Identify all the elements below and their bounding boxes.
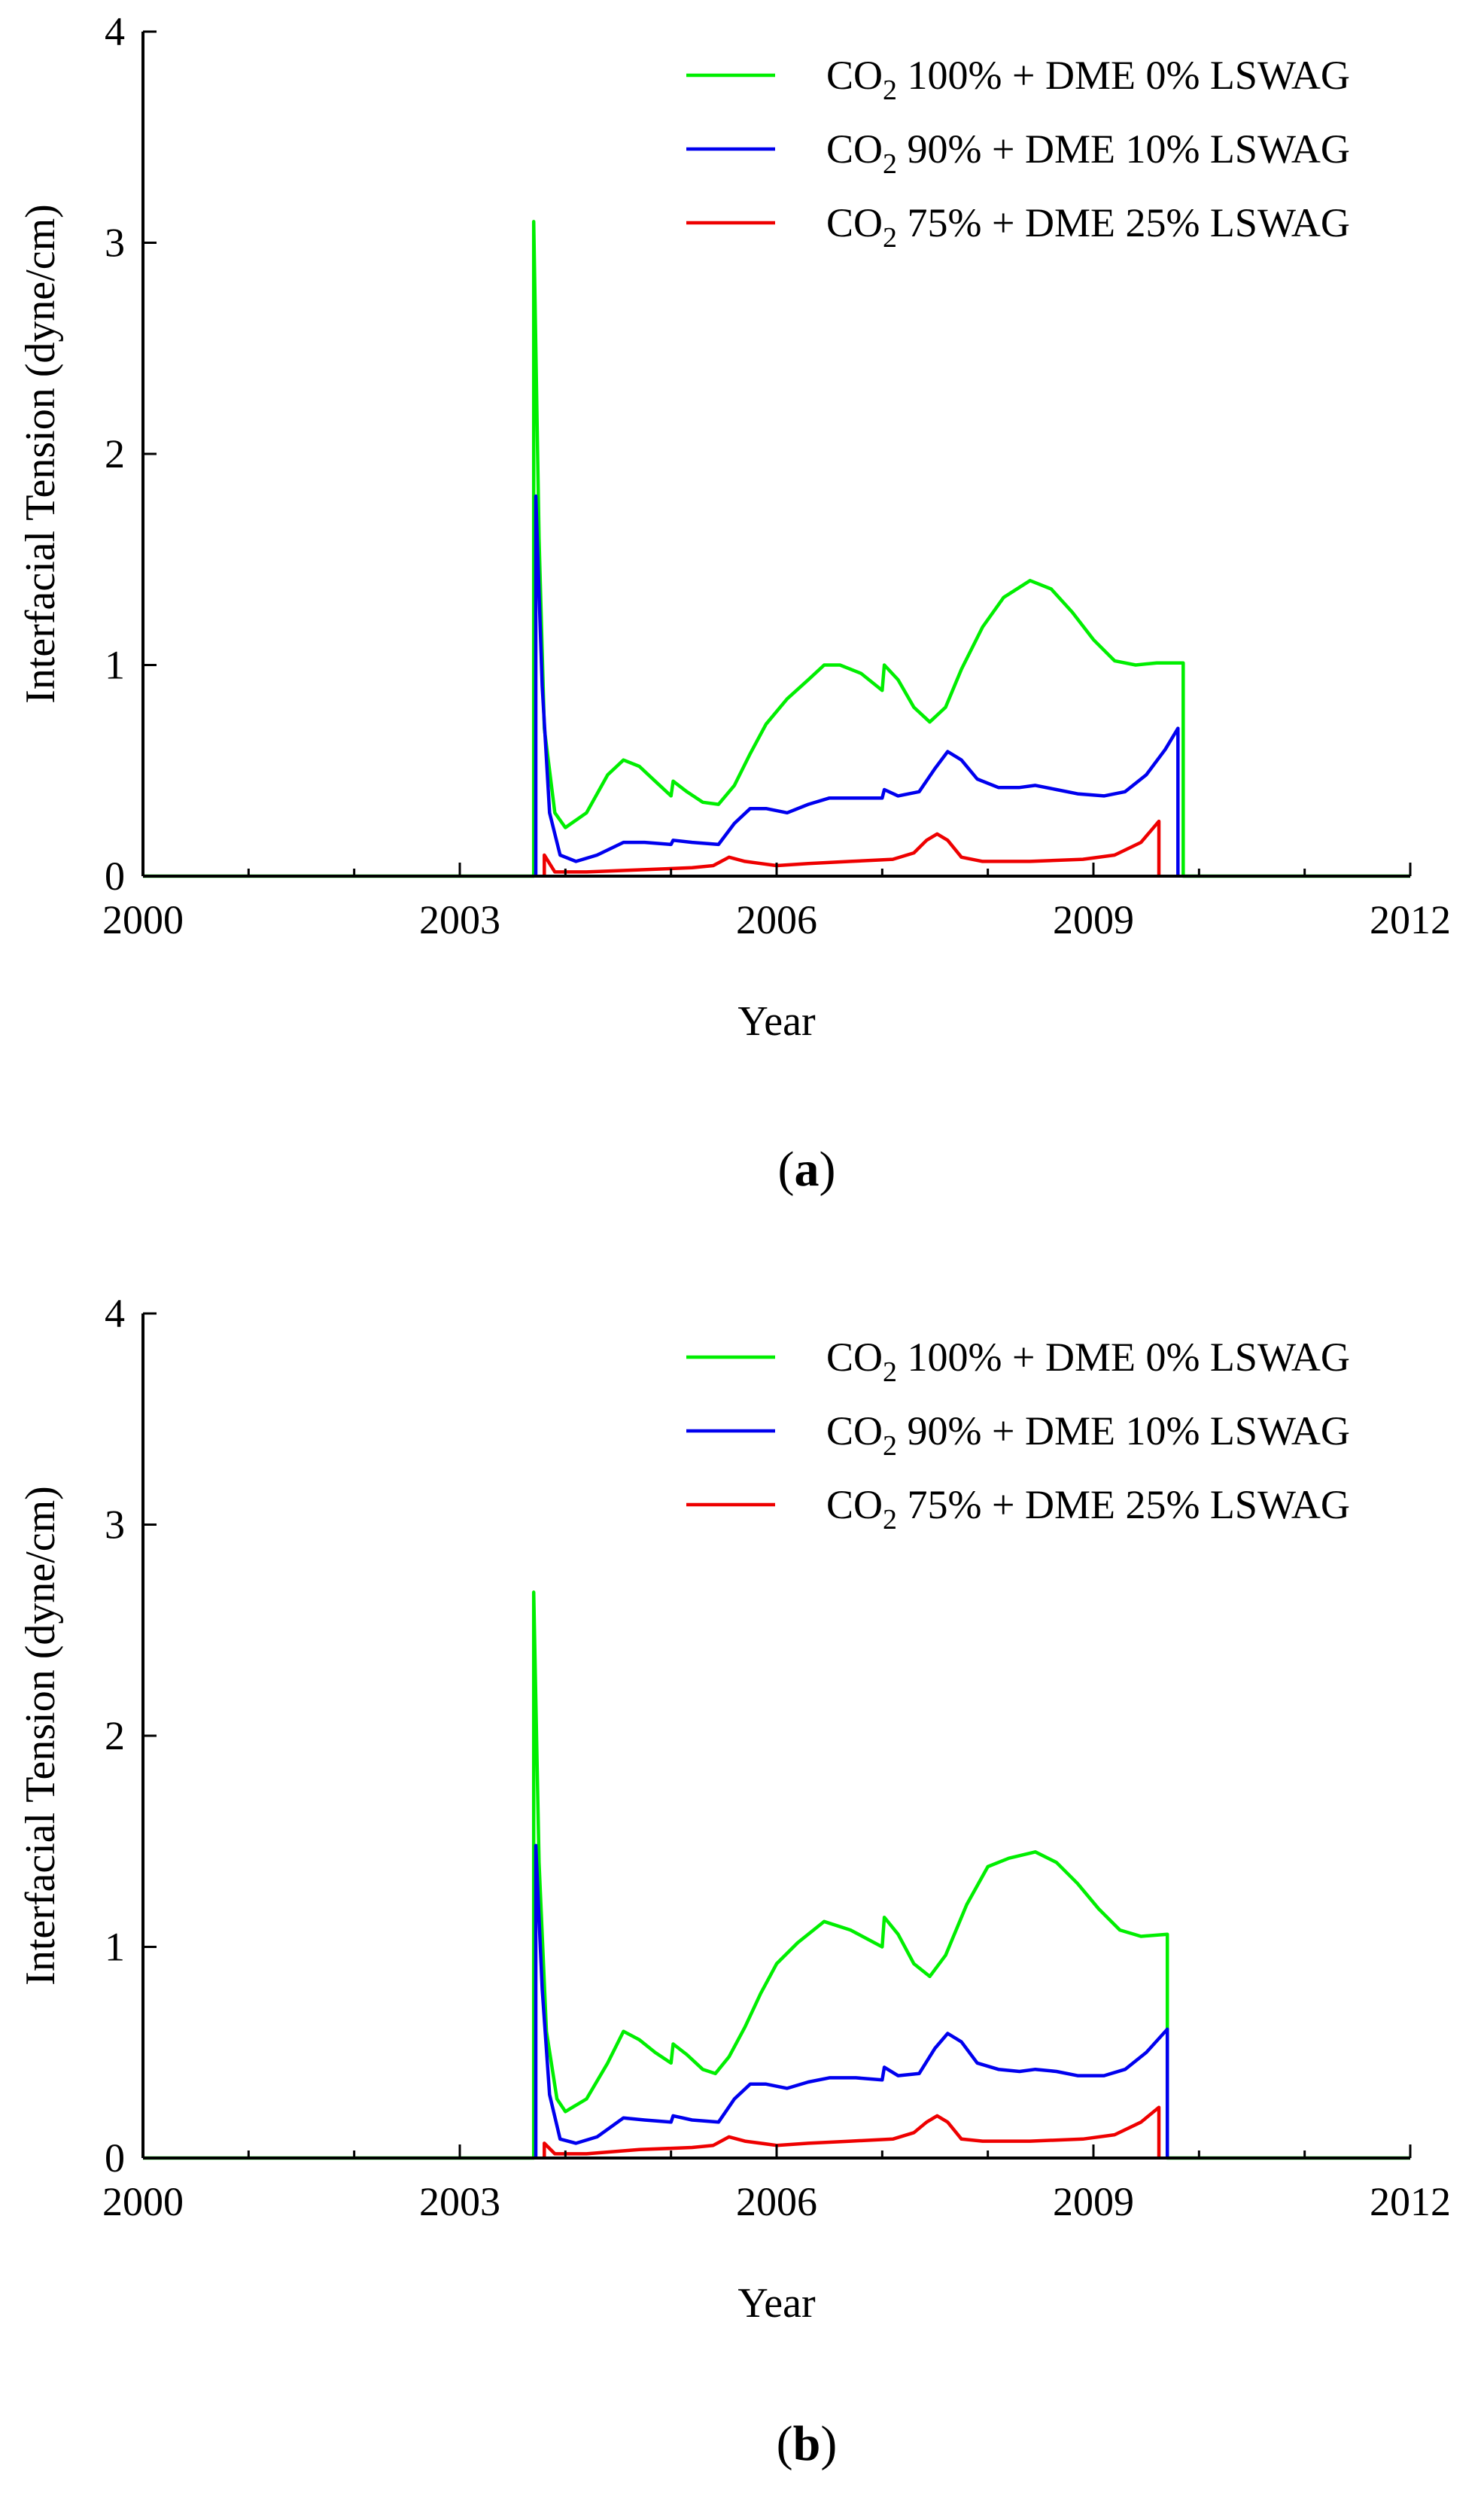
y-tick-label-b-0: 0 <box>105 2135 125 2181</box>
x-axis-title-a: Year <box>737 998 816 1045</box>
legend-label-a-2: CO2 75% + DME 25% LSWAG <box>826 200 1350 254</box>
x-tick-label-a-3: 2009 <box>1053 897 1134 942</box>
x-tick-label-a-4: 2012 <box>1370 897 1451 942</box>
x-tick-label-a-1: 2003 <box>419 897 500 942</box>
series-line-b-2 <box>543 2105 1161 2158</box>
legend-label-b-0: CO2 100% + DME 0% LSWAG <box>826 1335 1350 1388</box>
series-layer-b <box>143 1590 1410 2160</box>
caption-a: (a) <box>778 1142 836 1197</box>
legend-label-a-0: CO2 100% + DME 0% LSWAG <box>826 53 1350 106</box>
x-tick-label-a-2: 2006 <box>736 897 817 942</box>
series-line-b-1 <box>534 1843 1169 2158</box>
series-line-a-2 <box>543 819 1161 876</box>
y-tick-label-b-3: 3 <box>105 1502 125 1548</box>
y-tick-label-b-1: 1 <box>105 1925 125 1970</box>
x-tick-label-b-4: 2012 <box>1370 2179 1451 2224</box>
x-tick-label-b-1: 2003 <box>419 2179 500 2224</box>
x-tick-label-b-2: 2006 <box>736 2179 817 2224</box>
legend-a: CO2 100% + DME 0% LSWAG CO2 90% + DME 10%… <box>686 53 1350 254</box>
legend-label-a-1: CO2 90% + DME 10% LSWAG <box>826 126 1350 180</box>
y-tick-label-a-0: 0 <box>105 854 125 899</box>
legend-b: CO2 100% + DME 0% LSWAG CO2 90% + DME 10%… <box>686 1335 1350 1536</box>
x-tick-label-b-3: 2009 <box>1053 2179 1134 2224</box>
legend-label-b-2: CO2 75% + DME 25% LSWAG <box>826 1482 1350 1536</box>
y-axis-title-a: Interfacial Tension (dyne/cm) <box>17 204 64 704</box>
legend-label-b-1: CO2 90% + DME 10% LSWAG <box>826 1408 1350 1462</box>
y-tick-label-b-2: 2 <box>105 1713 125 1758</box>
y-tick-label-b-4: 4 <box>105 1291 125 1336</box>
x-tick-label-b-0: 2000 <box>102 2179 184 2224</box>
series-line-b-0 <box>143 1590 1410 2160</box>
y-tick-label-a-1: 1 <box>105 643 125 688</box>
y-tick-label-a-4: 4 <box>105 9 125 54</box>
series-layer-a <box>143 220 1410 878</box>
y-tick-label-a-3: 3 <box>105 221 125 266</box>
series-line-a-1 <box>534 494 1180 876</box>
x-tick-label-a-0: 2000 <box>102 897 184 942</box>
series-line-a-0 <box>143 220 1410 878</box>
y-axis-title-b: Interfacial Tension (dyne/cm) <box>17 1486 64 1986</box>
x-axis-title-b: Year <box>737 2280 816 2327</box>
caption-b: (b) <box>777 2416 838 2471</box>
y-tick-label-a-2: 2 <box>105 431 125 476</box>
